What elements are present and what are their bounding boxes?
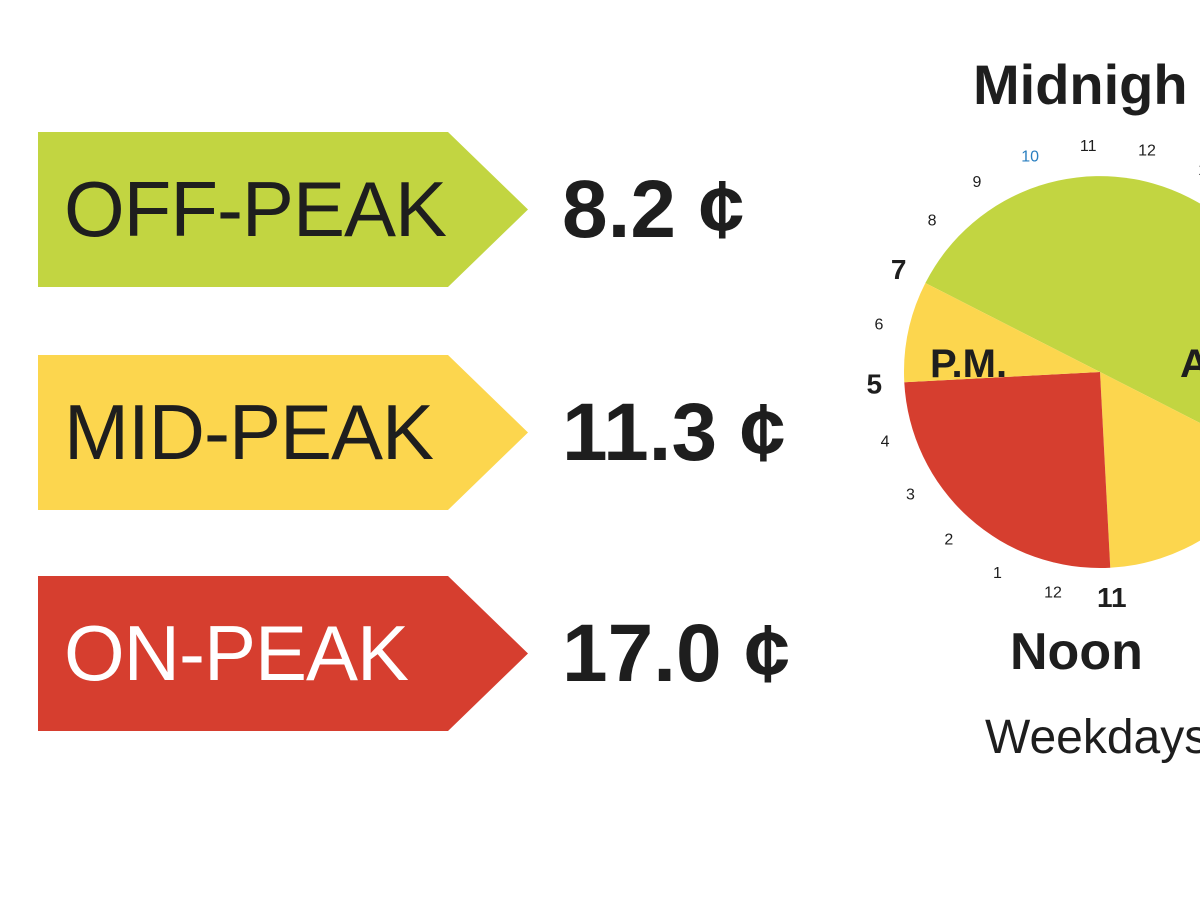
hour-label: 12 bbox=[1138, 142, 1156, 159]
tier-arrow-mid-peak bbox=[38, 355, 528, 510]
hour-label: 11 bbox=[1080, 138, 1097, 155]
pie-segments bbox=[904, 176, 1200, 568]
tier-price: 8.2 ¢ bbox=[562, 164, 745, 255]
tier-label: OFF-PEAK bbox=[64, 165, 447, 253]
tier-label: MID-PEAK bbox=[64, 388, 434, 476]
pie-slice-mid-peak bbox=[1100, 372, 1200, 568]
tier-arrow-off-peak bbox=[38, 132, 528, 287]
tier-on-peak: ON-PEAK bbox=[38, 576, 530, 731]
hour-label: 4 bbox=[881, 433, 890, 450]
tier-mid-peak: MID-PEAK bbox=[38, 355, 530, 510]
clock-top-label: Midnigh bbox=[973, 53, 1188, 116]
pie-slice-mid-peak bbox=[904, 283, 1100, 383]
hour-label: 6 bbox=[874, 317, 883, 334]
pie-slice-on-peak bbox=[904, 372, 1111, 568]
tier-off-peak: OFF-PEAK bbox=[38, 132, 530, 287]
hour-label: 11 bbox=[1097, 582, 1127, 613]
hour-label: 9 bbox=[972, 174, 981, 191]
tier-price: 11.3 ¢ bbox=[562, 387, 786, 478]
hour-label: 5 bbox=[867, 368, 883, 399]
hour-label: 10 bbox=[1021, 149, 1039, 166]
hour-label: 1 bbox=[993, 565, 1002, 582]
tier-label: ON-PEAK bbox=[64, 609, 409, 697]
tier-arrow-shape bbox=[38, 355, 528, 510]
hour-label: 7 bbox=[891, 254, 907, 285]
pie-slice-off-peak bbox=[925, 176, 1200, 423]
hour-label: 8 bbox=[928, 212, 937, 229]
tier-arrow-shape bbox=[38, 576, 528, 731]
clock-sub-label: Weekdays bbox=[985, 711, 1200, 764]
clock-am-label: A bbox=[1180, 342, 1200, 386]
tier-arrow-shape bbox=[38, 132, 528, 287]
hour-label: 1 bbox=[1198, 162, 1200, 179]
tier-price: 17.0 ¢ bbox=[562, 608, 790, 699]
clock-bottom-label: Noon bbox=[1010, 623, 1143, 681]
hour-label: 2 bbox=[944, 531, 953, 548]
hour-labels: 11 12 1 10 9 8 7 6 5 4 3 2 1 12 11 bbox=[867, 138, 1200, 613]
clock-pm-label: P.M. bbox=[930, 342, 1008, 386]
tier-arrow-on-peak bbox=[38, 576, 528, 731]
hour-label: 3 bbox=[906, 487, 915, 504]
hour-label: 12 bbox=[1044, 585, 1062, 602]
